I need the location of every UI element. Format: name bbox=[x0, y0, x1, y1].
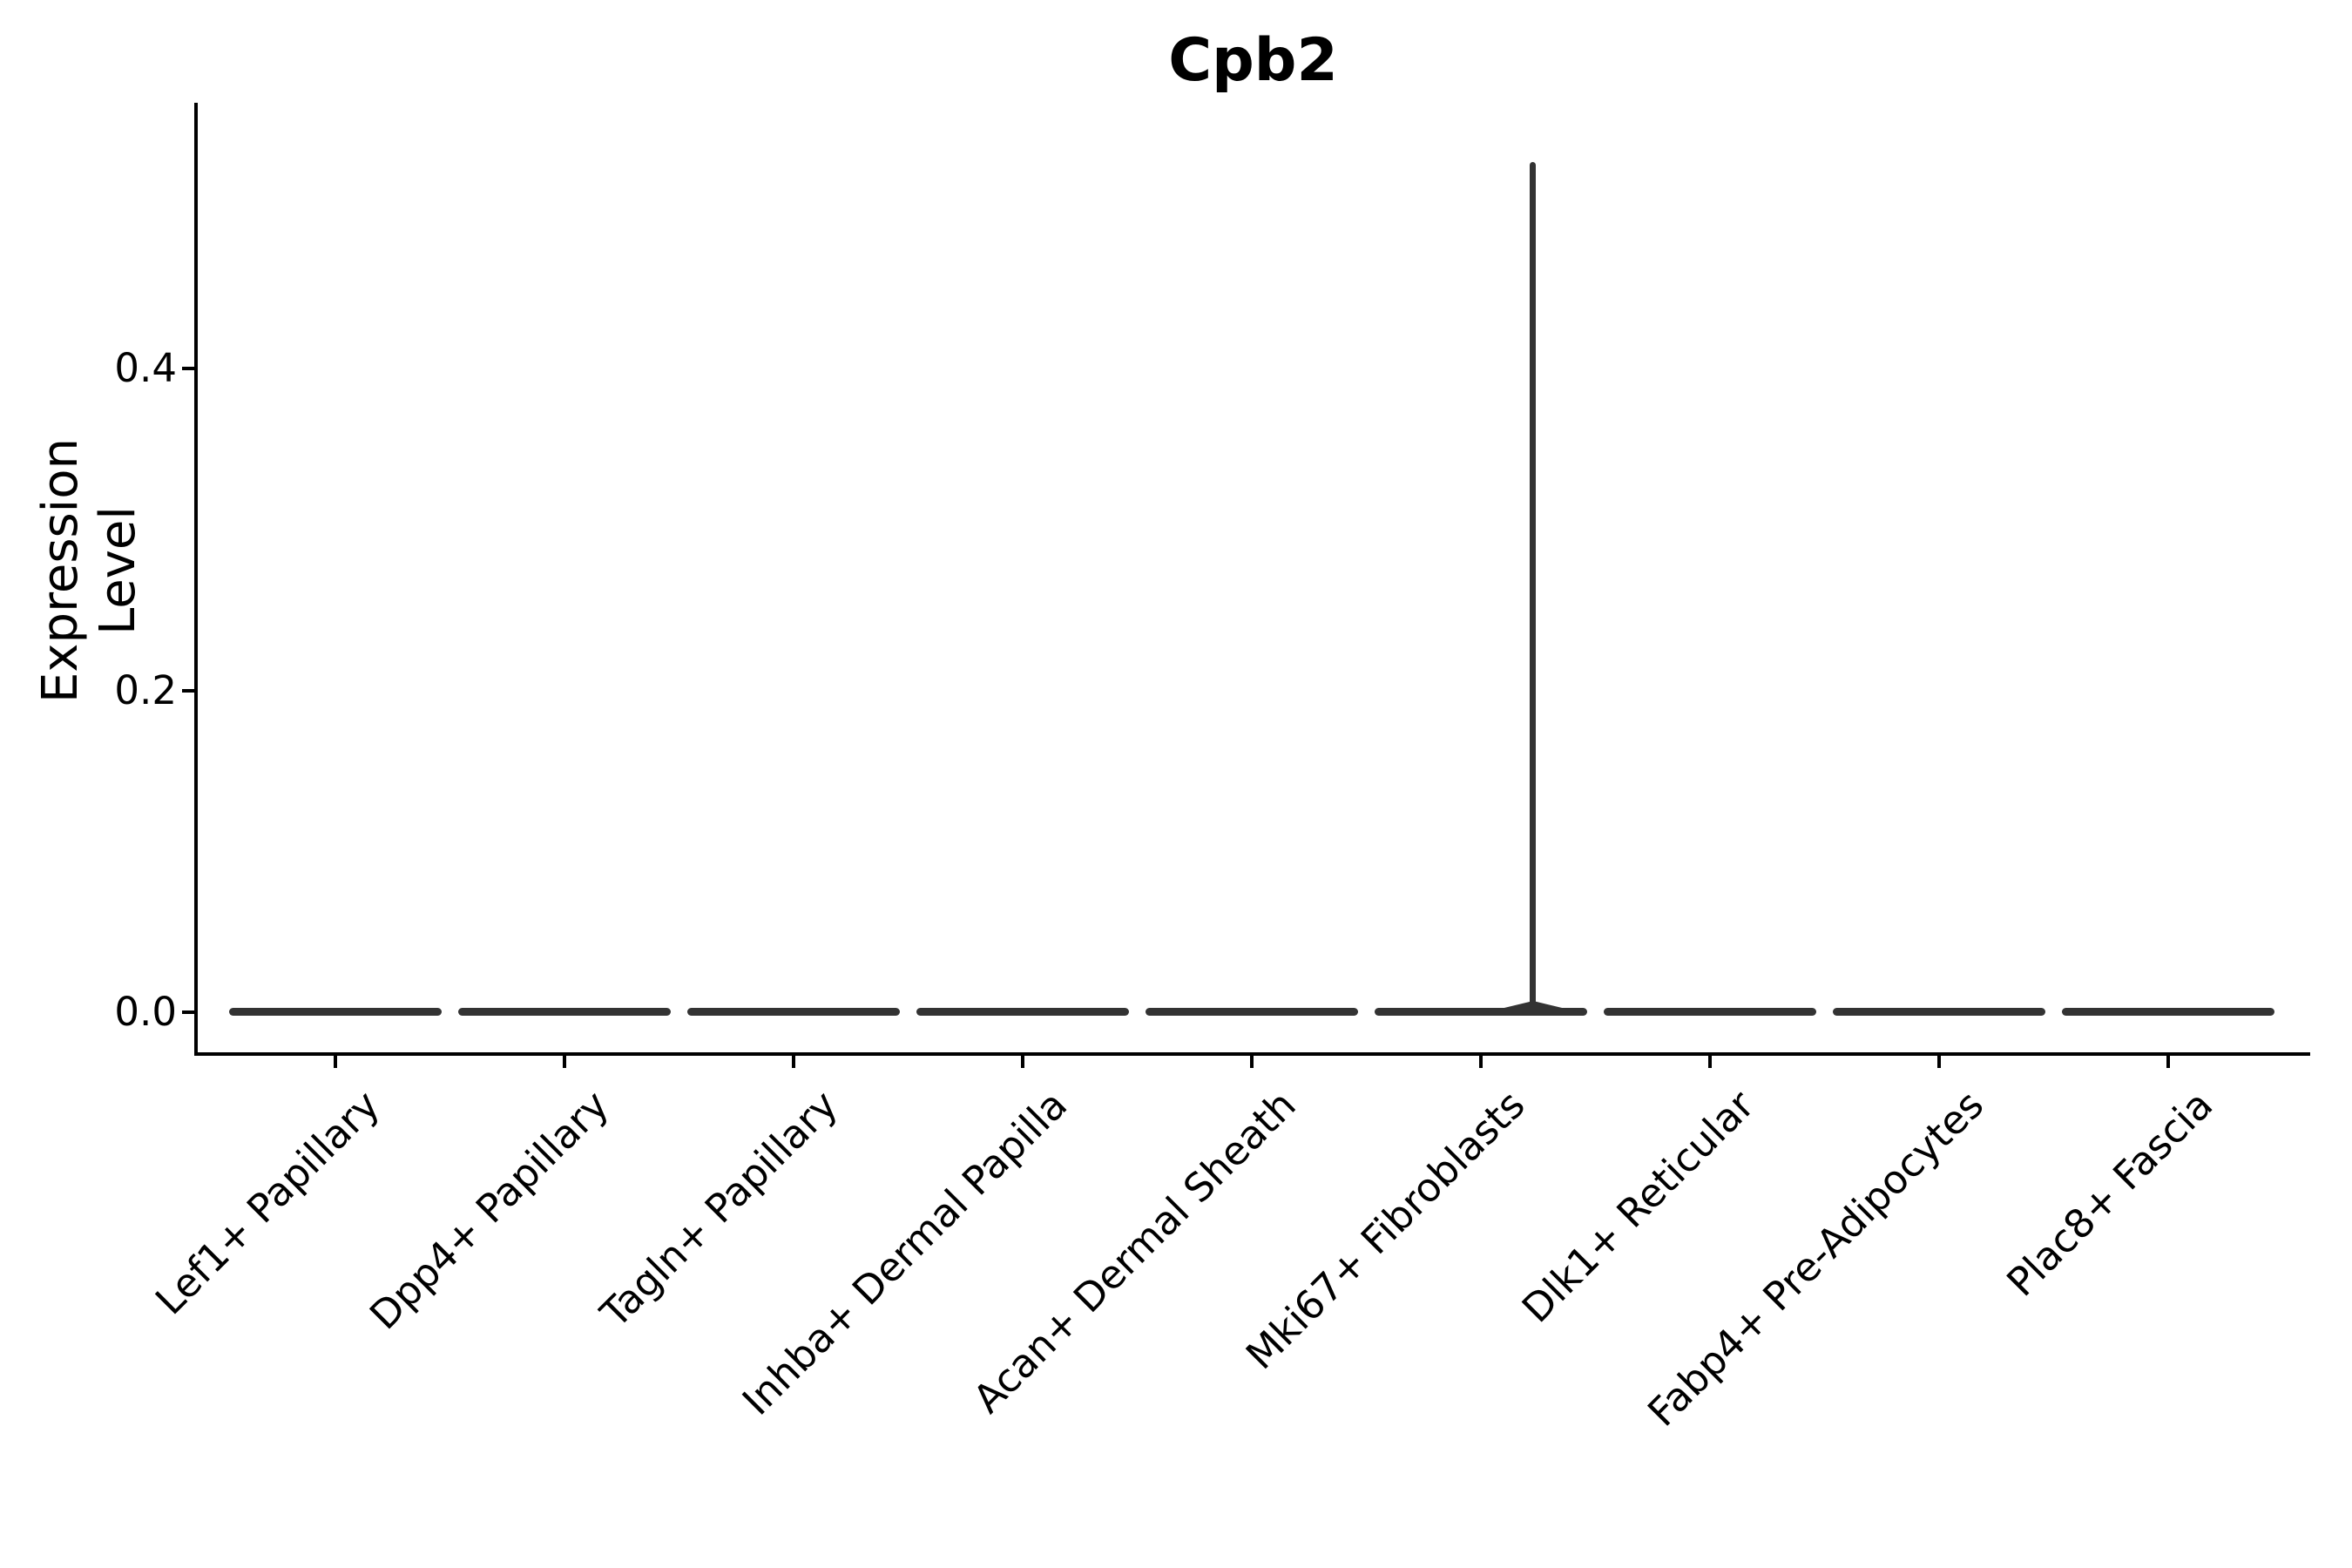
chart-title: Cpb2 bbox=[1168, 26, 1338, 95]
x-tick-mark-4 bbox=[1021, 1056, 1024, 1068]
violin-acan-dermal-sheath bbox=[1146, 1008, 1358, 1016]
x-tick-mark-1 bbox=[334, 1056, 337, 1068]
y-tick-label-0.4: 0.4 bbox=[114, 345, 177, 391]
x-tick-mark-6 bbox=[1479, 1056, 1483, 1068]
x-tick-mark-3 bbox=[792, 1056, 795, 1068]
x-tick-mark-5 bbox=[1250, 1056, 1254, 1068]
violin-dlk1-reticular bbox=[1604, 1008, 1816, 1016]
violin-mki67-fibroblasts bbox=[1375, 1008, 1587, 1016]
y-tick-label-0.2: 0.2 bbox=[114, 667, 177, 713]
y-axis-spine bbox=[194, 103, 198, 1056]
violin-tagln-papillary bbox=[687, 1008, 900, 1016]
violin-dpp4-papillary bbox=[458, 1008, 671, 1016]
x-tick-mark-8 bbox=[1937, 1056, 1941, 1068]
x-tick-mark-7 bbox=[1708, 1056, 1712, 1068]
expression-spike-mki67 bbox=[1530, 162, 1536, 1016]
violin-fabp4-pre-adipocytes bbox=[1833, 1008, 2045, 1016]
y-tick-label-0.0: 0.0 bbox=[114, 989, 177, 1035]
x-tick-mark-2 bbox=[563, 1056, 566, 1068]
y-tick-mark-0.4 bbox=[182, 367, 194, 370]
y-tick-mark-0.2 bbox=[182, 689, 194, 693]
violin-lef1-papillary bbox=[229, 1008, 442, 1016]
x-tick-mark-9 bbox=[2166, 1056, 2170, 1068]
violin-plac8-fascia bbox=[2062, 1008, 2274, 1016]
y-tick-mark-0.0 bbox=[182, 1010, 194, 1014]
x-axis-spine bbox=[194, 1052, 2310, 1056]
x-tick-label-plac8-fascia: Plac8+ Fascia bbox=[1997, 1081, 2222, 1306]
violin-inhba-dermal-papilla bbox=[916, 1008, 1129, 1016]
